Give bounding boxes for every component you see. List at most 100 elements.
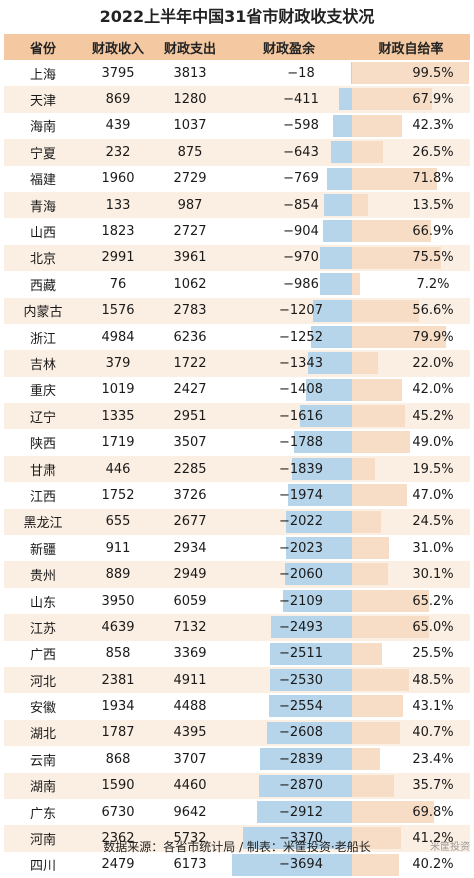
surplus-cell-text: −1343 xyxy=(279,355,323,371)
income-cell: 446 xyxy=(82,456,154,482)
ratio-bar xyxy=(352,352,378,375)
province-cell: 江西 xyxy=(4,482,82,508)
surplus-cell-text: −986 xyxy=(283,276,319,292)
table-body: 上海 3795 3813 −18 99.5% 天津 869 1280 −411 67.9% 海南 43… xyxy=(4,60,470,878)
expense-cell: 4911 xyxy=(154,667,226,693)
income-cell: 379 xyxy=(82,350,154,376)
table-row: 湖北 1787 4395 −2608 40.7% xyxy=(4,719,470,747)
province-cell: 山西 xyxy=(4,218,82,244)
surplus-cell-text: −2109 xyxy=(279,593,323,609)
expense-cell: 9642 xyxy=(154,799,226,825)
surplus-bar xyxy=(320,246,352,269)
table-row: 河北 2381 4911 −2530 48.5% xyxy=(4,666,470,694)
province-cell: 甘肃 xyxy=(4,456,82,482)
income-cell-text: 1823 xyxy=(101,224,135,240)
surplus-cell: −1974 xyxy=(226,482,352,508)
province-cell: 贵州 xyxy=(4,561,82,587)
expense-cell: 1280 xyxy=(154,86,226,112)
expense-cell-text: 7132 xyxy=(173,619,207,635)
ratio-cell-text: 99.5% xyxy=(412,65,454,81)
ratio-bar xyxy=(352,668,410,691)
table-row: 吉林 379 1722 −1343 22.0% xyxy=(4,350,470,377)
province-cell-text: 江苏 xyxy=(29,621,56,637)
expense-cell-text: 2949 xyxy=(173,567,207,583)
ratio-cell: 75.5% xyxy=(352,245,470,271)
surplus-cell: −2554 xyxy=(226,693,352,719)
province-cell-text: 甘肃 xyxy=(29,463,56,479)
expense-cell: 3961 xyxy=(154,245,226,271)
expense-cell: 4395 xyxy=(154,720,226,746)
income-cell: 2362 xyxy=(82,825,154,851)
ratio-cell-text: 42.3% xyxy=(412,118,454,134)
table-row: 山西 1823 2727 −904 66.9% xyxy=(4,218,470,244)
province-cell: 安徽 xyxy=(4,693,82,719)
table-row: 西藏 76 1062 −986 7.2% xyxy=(4,271,470,297)
province-cell-text: 天津 xyxy=(29,94,56,110)
ratio-cell-text: 26.5% xyxy=(412,144,454,160)
income-cell-text: 3950 xyxy=(101,593,135,609)
surplus-cell: −598 xyxy=(226,113,352,139)
expense-cell: 987 xyxy=(154,192,226,218)
table-row: 内蒙古 1576 2783 −1207 56.6% xyxy=(4,297,470,324)
column-header-surplus: 财政盈余 xyxy=(262,41,315,57)
province-cell: 江苏 xyxy=(4,614,82,640)
province-cell-text: 山西 xyxy=(29,226,56,242)
ratio-bar xyxy=(352,537,389,560)
table-row: 福建 1960 2729 −769 71.8% xyxy=(4,166,470,192)
province-cell-text: 河南 xyxy=(29,833,56,849)
province-cell: 山东 xyxy=(4,588,82,614)
ratio-cell-text: 67.9% xyxy=(412,92,454,108)
ratio-cell: 13.5% xyxy=(352,192,470,218)
income-cell-text: 1934 xyxy=(101,699,135,715)
ratio-bar xyxy=(352,193,368,216)
ratio-cell: 30.1% xyxy=(352,561,470,587)
province-cell: 宁夏 xyxy=(4,139,82,165)
income-cell-text: 4639 xyxy=(101,619,135,635)
expense-cell: 2949 xyxy=(154,561,226,587)
surplus-cell: −1207 xyxy=(226,298,352,324)
ratio-cell: 24.5% xyxy=(352,509,470,535)
province-cell-text: 宁夏 xyxy=(29,146,56,162)
province-cell: 河南 xyxy=(4,825,82,851)
ratio-cell: 42.3% xyxy=(352,113,470,139)
ratio-cell-text: 66.9% xyxy=(412,224,454,240)
surplus-cell: −18 xyxy=(226,60,352,86)
ratio-cell-text: 19.5% xyxy=(412,461,454,477)
province-cell-text: 海南 xyxy=(29,120,56,136)
expense-cell-text: 1037 xyxy=(173,118,207,134)
ratio-cell-text: 65.2% xyxy=(412,593,454,609)
income-cell: 655 xyxy=(82,509,154,535)
ratio-bar xyxy=(352,721,401,744)
expense-cell-text: 3507 xyxy=(173,435,207,451)
province-cell-text: 贵州 xyxy=(29,569,56,585)
ratio-cell-text: 49.0% xyxy=(412,435,454,451)
ratio-bar xyxy=(352,299,419,322)
income-cell-text: 911 xyxy=(105,540,131,556)
income-cell-text: 869 xyxy=(105,92,131,108)
ratio-cell: 40.7% xyxy=(352,720,470,746)
income-cell: 4984 xyxy=(82,324,154,350)
table-row: 黑龙江 655 2677 −2022 24.5% xyxy=(4,508,470,536)
ratio-cell: 45.2% xyxy=(352,403,470,429)
expense-cell: 2427 xyxy=(154,377,226,403)
ratio-bar xyxy=(352,642,383,665)
surplus-bar xyxy=(283,589,352,612)
surplus-bar xyxy=(322,220,352,243)
surplus-cell-text: −643 xyxy=(283,144,319,160)
income-cell: 858 xyxy=(82,641,154,667)
expense-cell-text: 3726 xyxy=(173,487,207,503)
ratio-cell-text: 69.8% xyxy=(412,804,454,820)
ratio-bar xyxy=(352,273,361,296)
province-cell: 福建 xyxy=(4,166,82,192)
province-cell: 吉林 xyxy=(4,350,82,376)
surplus-cell-text: −1408 xyxy=(279,382,323,398)
expense-cell-text: 3707 xyxy=(173,751,207,767)
income-cell: 439 xyxy=(82,113,154,139)
ratio-bar xyxy=(352,88,433,111)
expense-cell-text: 4911 xyxy=(173,672,207,688)
expense-cell-text: 2427 xyxy=(173,382,207,398)
surplus-cell: −1616 xyxy=(226,403,352,429)
column-header-province: 省份 xyxy=(29,41,56,57)
ratio-bar xyxy=(352,457,375,480)
surplus-bar xyxy=(293,431,352,454)
